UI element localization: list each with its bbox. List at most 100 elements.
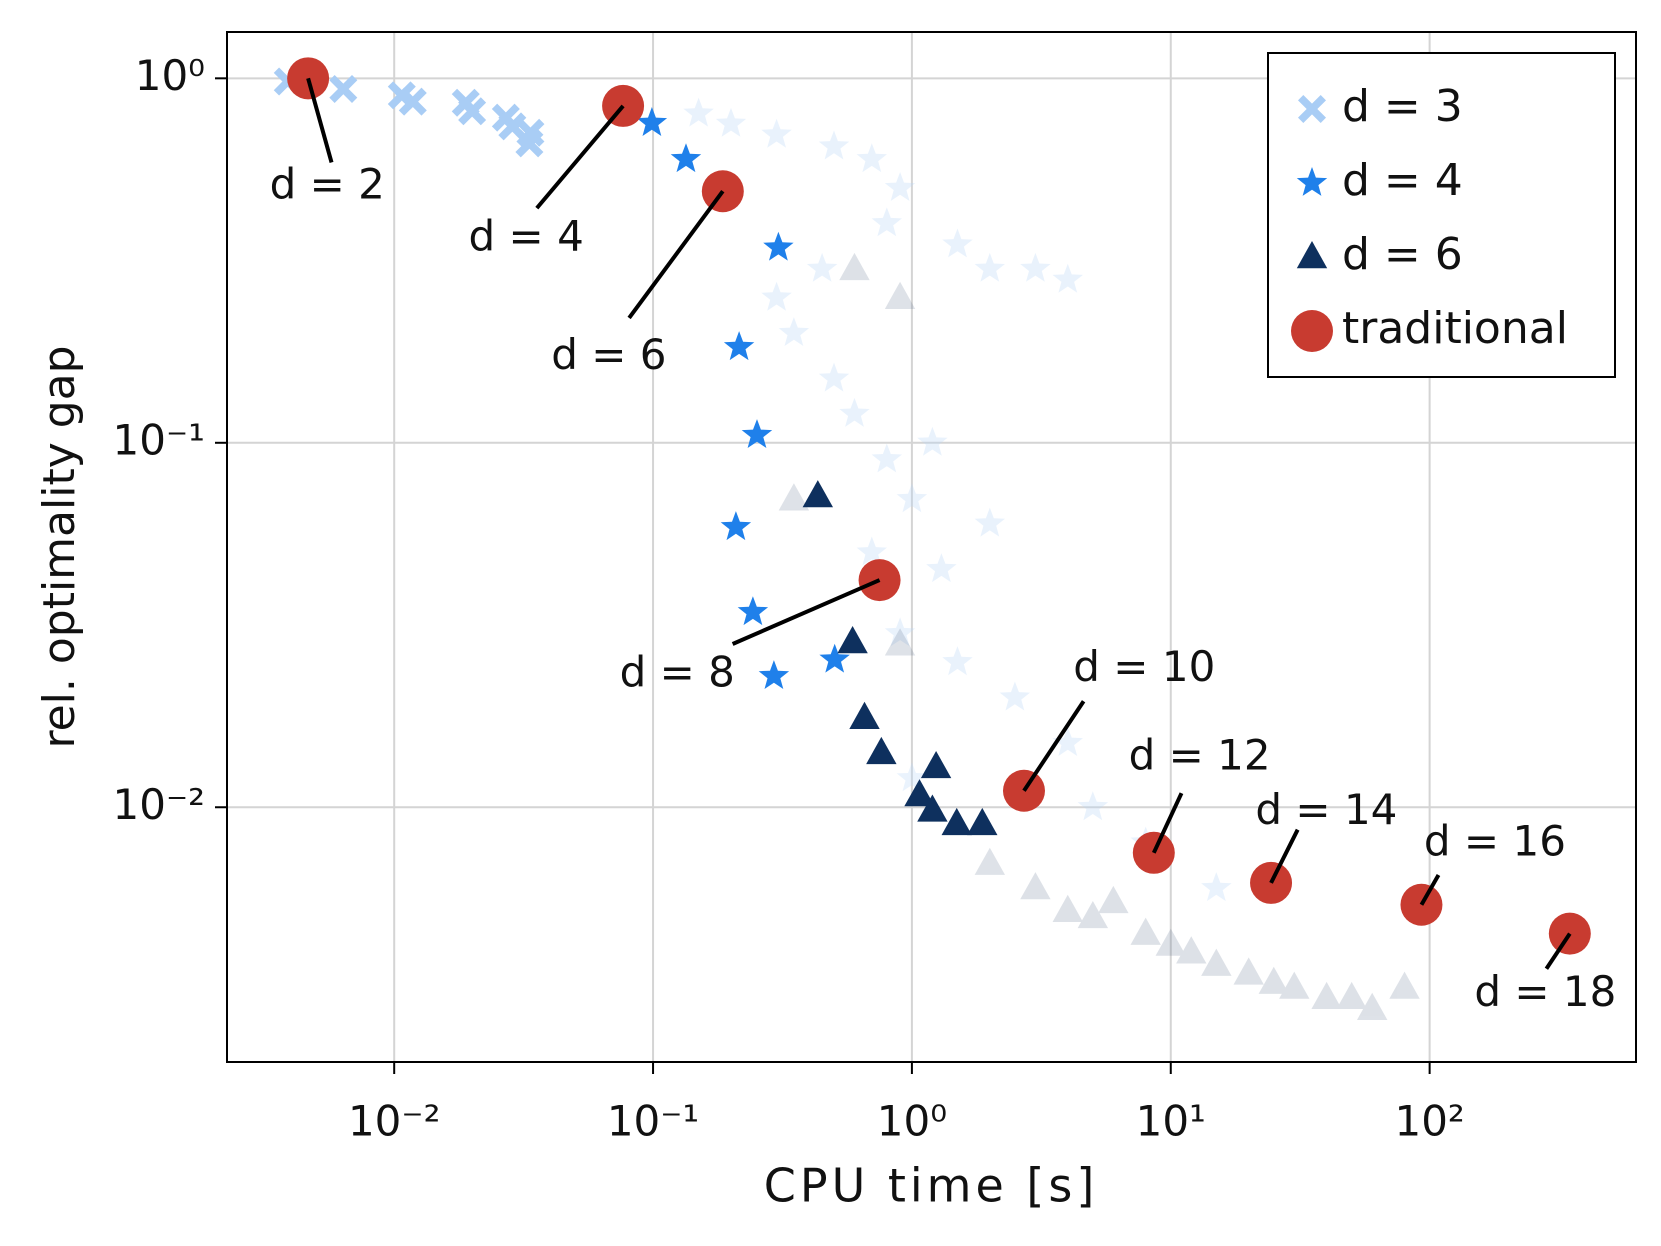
point xyxy=(1311,981,1342,1010)
legend-label: d = 6 xyxy=(1342,229,1463,280)
series xyxy=(802,480,998,836)
point xyxy=(917,794,948,822)
point xyxy=(720,511,752,541)
annotation: d = 8 xyxy=(620,647,735,696)
point xyxy=(1176,936,1207,964)
series xyxy=(636,107,850,689)
point xyxy=(1052,263,1083,293)
point xyxy=(896,483,928,513)
point xyxy=(1155,928,1186,956)
annotation-leader xyxy=(306,77,334,163)
annotation: d = 4 xyxy=(469,212,584,261)
y-tick-label: 10⁻¹ xyxy=(113,415,205,464)
point xyxy=(884,617,916,647)
point xyxy=(715,107,747,137)
legend-marker xyxy=(1296,167,1328,196)
annotation-leader xyxy=(1269,828,1300,884)
point xyxy=(839,397,870,427)
point xyxy=(904,779,935,807)
point xyxy=(1356,992,1388,1020)
point xyxy=(778,483,810,511)
legend-label: d = 4 xyxy=(1342,155,1463,206)
annotation-leader xyxy=(1022,700,1086,792)
annotation: d = 18 xyxy=(1474,967,1616,1016)
point xyxy=(884,628,916,656)
point xyxy=(941,807,972,836)
point xyxy=(1336,981,1367,1010)
point xyxy=(917,426,948,456)
point xyxy=(778,317,810,346)
annotation: d = 12 xyxy=(1129,731,1271,780)
point xyxy=(1020,872,1051,900)
point xyxy=(866,736,897,765)
point xyxy=(398,87,427,116)
point xyxy=(458,97,487,126)
point xyxy=(761,118,792,148)
point xyxy=(974,847,1006,875)
point xyxy=(920,750,952,779)
point xyxy=(1201,872,1232,902)
point xyxy=(1077,900,1109,929)
annotation: d = 6 xyxy=(551,330,666,379)
point xyxy=(926,553,957,583)
annotation-leader xyxy=(627,190,725,320)
point xyxy=(974,507,1005,537)
legend-marker xyxy=(1291,310,1333,352)
point xyxy=(761,281,792,311)
point xyxy=(741,419,773,448)
point xyxy=(683,97,714,127)
plot-frame xyxy=(226,31,1637,1063)
point xyxy=(999,681,1031,711)
point xyxy=(1130,917,1161,945)
point xyxy=(856,536,887,566)
point xyxy=(806,252,838,282)
annotation-leader xyxy=(1544,932,1572,970)
point xyxy=(1052,727,1083,756)
x-tick-label: 10² xyxy=(1394,1097,1464,1146)
point xyxy=(636,107,668,136)
point xyxy=(849,701,880,729)
point xyxy=(967,807,998,836)
point xyxy=(515,129,544,158)
point xyxy=(839,252,870,281)
point xyxy=(871,207,902,237)
point xyxy=(670,143,702,173)
annotation-leader xyxy=(535,104,625,210)
point xyxy=(802,480,834,508)
point xyxy=(1201,948,1232,976)
legend-marker xyxy=(1296,241,1328,269)
legend-label: d = 3 xyxy=(1342,81,1463,132)
legend-label: traditional xyxy=(1342,303,1568,354)
annotation: d = 2 xyxy=(270,159,385,208)
y-axis-label: rel. optimality gap xyxy=(34,345,85,748)
point xyxy=(818,130,850,160)
point xyxy=(329,74,358,103)
point xyxy=(818,362,850,392)
series xyxy=(778,252,1420,1020)
x-tick-label: 10¹ xyxy=(1136,1097,1206,1146)
point xyxy=(763,231,794,261)
point xyxy=(1052,894,1083,922)
point xyxy=(1020,252,1051,282)
point xyxy=(942,228,973,258)
series xyxy=(683,97,1232,902)
point xyxy=(819,643,850,673)
point xyxy=(1279,971,1310,999)
y-tick-label: 10⁰ xyxy=(135,51,205,100)
point xyxy=(856,143,887,173)
point xyxy=(871,443,902,473)
x-tick-label: 10⁻² xyxy=(348,1097,440,1146)
annotation-leader xyxy=(731,578,881,646)
point xyxy=(896,762,928,792)
point xyxy=(737,596,769,626)
x-tick-label: 10⁰ xyxy=(877,1097,947,1146)
annotation: d = 10 xyxy=(1073,642,1215,691)
legend-marker xyxy=(1298,95,1326,123)
point xyxy=(1258,966,1289,994)
annotation-leader xyxy=(1419,873,1441,906)
annotation-leader xyxy=(1151,792,1184,854)
annotation: d = 14 xyxy=(1255,785,1397,834)
point xyxy=(1098,885,1129,914)
point xyxy=(942,646,973,676)
